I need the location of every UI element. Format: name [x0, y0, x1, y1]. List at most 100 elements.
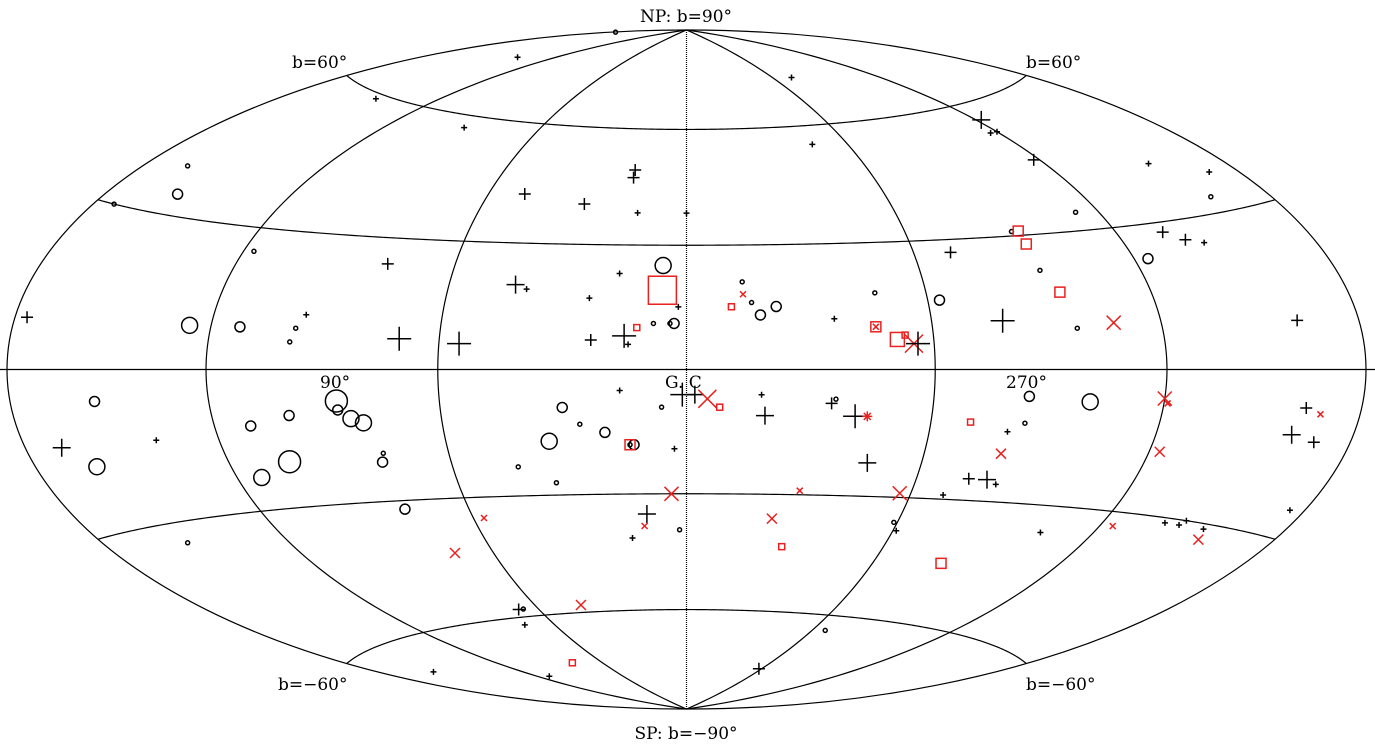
object-markers: [21, 29, 1325, 680]
black-circle-marker: [540, 432, 558, 450]
black-circle-marker: [253, 468, 271, 487]
black-circle-marker: [111, 201, 117, 207]
red-cross-marker: [1154, 446, 1166, 458]
red-square-marker: [777, 542, 786, 551]
red-square-marker: [1020, 238, 1033, 250]
red-cross-marker: [1157, 390, 1173, 407]
parallel-line: [97, 493, 1276, 540]
black-circle-marker: [612, 29, 619, 35]
black-plus-marker: [637, 505, 656, 524]
black-plus-marker: [755, 406, 774, 425]
black-plus-marker: [1307, 436, 1320, 449]
latitude-60-label-right: b=60°: [1026, 53, 1081, 73]
black-circle-marker: [1072, 209, 1079, 216]
black-plus-marker: [788, 74, 795, 81]
black-circle-marker: [553, 480, 560, 486]
red-cross-marker: [872, 323, 880, 331]
black-plus-marker: [671, 445, 678, 452]
black-circle-marker: [628, 438, 640, 451]
red-square-marker: [624, 438, 636, 451]
red-cross-marker: [575, 599, 587, 611]
parallel-line: [346, 608, 1027, 664]
black-plus-marker: [1161, 519, 1168, 526]
black-circle-marker: [654, 256, 672, 275]
black-plus-marker: [447, 331, 472, 356]
latitude-minus60-label-left: b=−60°: [278, 675, 348, 695]
black-plus-marker: [518, 188, 531, 201]
black-plus-marker: [612, 323, 637, 348]
red-cross-marker: [995, 448, 1007, 460]
black-circle-marker: [1208, 193, 1214, 200]
black-plus-marker: [906, 331, 931, 356]
black-plus-marker: [1156, 226, 1169, 239]
red-cross-marker: [1164, 399, 1172, 407]
black-plus-marker: [21, 311, 34, 324]
black-plus-marker: [809, 141, 816, 148]
black-plus-marker: [825, 397, 838, 410]
parallel-line: [97, 199, 1276, 246]
black-plus-marker: [990, 308, 1015, 333]
black-circle-marker: [627, 441, 633, 448]
black-circle-marker: [1074, 325, 1081, 331]
red-cross-marker: [697, 389, 717, 409]
black-circle-marker: [342, 409, 360, 428]
black-plus-marker: [675, 303, 682, 310]
black-circle-marker: [251, 248, 257, 255]
black-plus-marker: [372, 95, 379, 102]
red-square-marker: [727, 303, 736, 311]
black-circle-marker: [748, 299, 755, 306]
black-circle-marker: [668, 317, 680, 330]
red-square-marker: [966, 418, 975, 426]
red-square-marker: [568, 659, 577, 667]
red-cross-marker: [1106, 315, 1122, 331]
black-plus-marker: [858, 453, 877, 472]
black-plus-marker: [977, 470, 996, 489]
black-plus-marker: [627, 171, 640, 184]
black-circle-marker: [739, 279, 745, 285]
black-plus-marker: [685, 385, 704, 404]
black-plus-marker: [514, 54, 521, 61]
black-plus-marker: [629, 534, 636, 541]
red-cross-marker: [766, 513, 778, 525]
black-plus-marker: [521, 621, 528, 628]
black-circle-marker: [283, 409, 295, 422]
grid-labels: NP: b=90° SP: b=−90° b=60° b=60° b=−60° …: [278, 7, 1096, 744]
black-plus-marker: [987, 130, 994, 137]
north-pole-label: NP: b=90°: [640, 7, 732, 27]
black-plus-marker: [993, 128, 1000, 135]
black-circle-marker: [577, 421, 583, 427]
black-circle-marker: [667, 320, 673, 327]
black-circle-marker: [354, 414, 373, 432]
black-circle-marker: [1081, 393, 1099, 411]
red-square-marker: [901, 331, 909, 339]
red-cross-marker: [1316, 410, 1325, 418]
black-circle-marker: [399, 503, 411, 515]
black-plus-marker: [578, 198, 591, 211]
black-plus-marker: [831, 315, 838, 322]
longitude-270-label: 270°: [1006, 373, 1047, 393]
black-plus-marker: [992, 481, 999, 488]
red-cross-marker: [480, 514, 488, 522]
red-square-marker: [647, 275, 678, 305]
black-plus-marker: [962, 472, 975, 485]
black-circle-marker: [1037, 267, 1043, 274]
black-circle-marker: [184, 163, 191, 169]
red-cross-marker: [449, 547, 461, 559]
latitude-minus60-label-right: b=−60°: [1026, 675, 1096, 695]
red-square-marker: [715, 403, 724, 411]
red-cross-marker: [796, 487, 804, 495]
red-square-marker: [633, 323, 641, 332]
black-circle-marker: [292, 325, 299, 331]
black-circle-marker: [234, 321, 246, 333]
red-cross-marker: [1192, 534, 1204, 546]
black-plus-marker: [1200, 526, 1207, 533]
red-star-marker: [862, 411, 873, 422]
black-plus-marker: [1206, 168, 1213, 175]
black-circle-marker: [1142, 252, 1154, 265]
red-cross-marker: [1109, 522, 1117, 530]
red-cross-marker: [641, 522, 649, 530]
black-plus-marker: [1027, 153, 1040, 166]
black-plus-marker: [303, 311, 310, 318]
black-plus-marker: [758, 391, 765, 398]
black-circle-marker: [599, 426, 611, 439]
